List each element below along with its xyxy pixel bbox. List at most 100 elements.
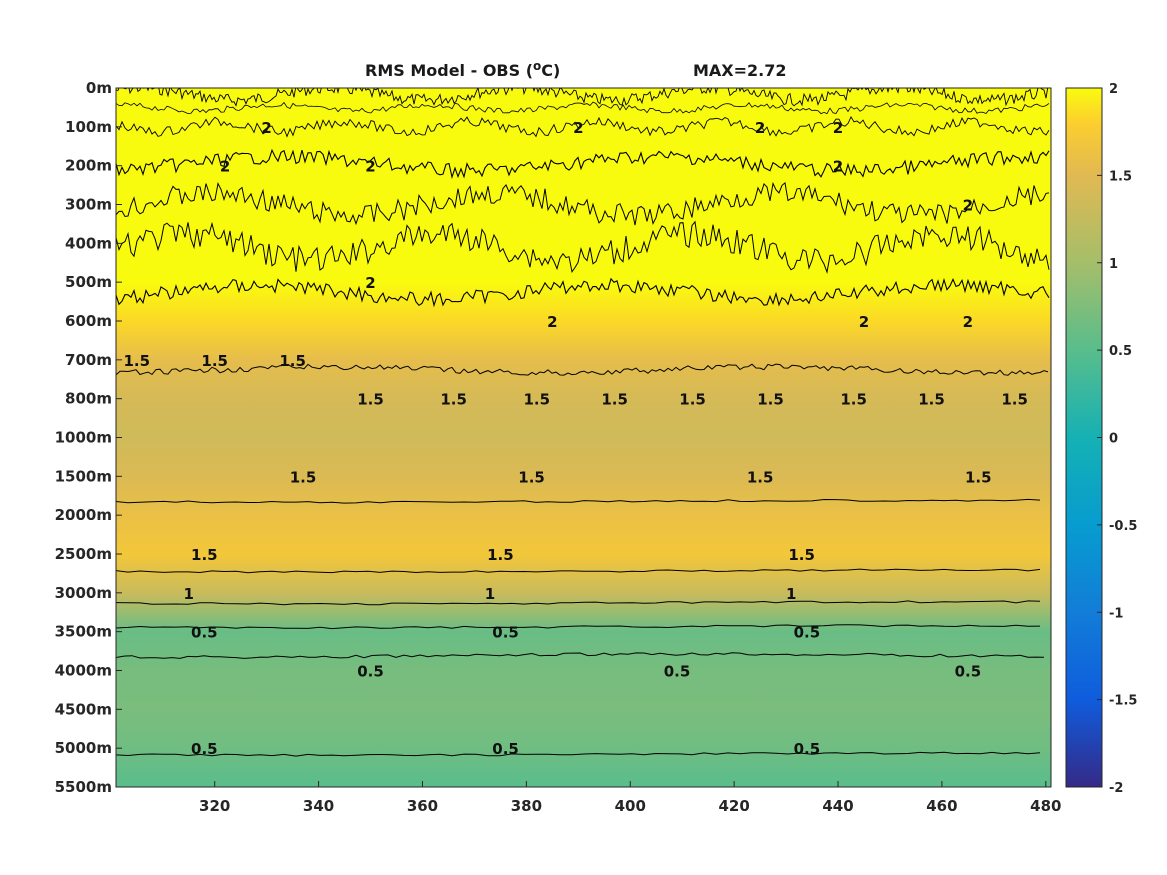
- y-tick-label: 5500m: [55, 778, 112, 796]
- colorbar-tick-label: 1.5: [1109, 169, 1132, 184]
- contour-label: 0.5: [492, 740, 519, 758]
- contour-label: 2: [833, 158, 843, 176]
- colorbar-tick-label: -1.5: [1109, 694, 1137, 709]
- x-tick-label: 360: [407, 797, 438, 815]
- colorbar-tick-label: -2: [1109, 781, 1123, 796]
- contour-line: [116, 363, 1049, 376]
- contour-label: 0.5: [955, 663, 982, 681]
- contour-line: [116, 148, 1050, 180]
- colorbar-tick-label: -0.5: [1109, 519, 1137, 534]
- contour-label: 1.5: [523, 391, 550, 409]
- contour-line: [116, 600, 1041, 606]
- colorbar-tick-label: 0: [1109, 432, 1118, 447]
- contour-label: 1.5: [290, 468, 317, 486]
- y-tick-label: 5000m: [55, 739, 112, 757]
- x-tick-label: 380: [511, 797, 542, 815]
- contour-label-text: 1.5: [523, 391, 550, 409]
- contour-line: [116, 181, 1050, 226]
- contour-label: 1: [184, 585, 194, 603]
- contour-label: 2: [573, 119, 583, 137]
- y-tick-label: 3500m: [55, 623, 112, 641]
- contour-label: 1.5: [357, 391, 384, 409]
- x-tick-label: 440: [822, 797, 853, 815]
- contour-label: 1.5: [440, 391, 467, 409]
- colorbar-tick-label: 0.5: [1109, 344, 1132, 359]
- y-tick-label: 400m: [65, 234, 112, 252]
- contour-label-text: 2: [220, 158, 230, 176]
- x-tick-label: 460: [926, 797, 957, 815]
- y-tick-label: 500m: [65, 273, 112, 291]
- contour-lines: [116, 88, 1050, 757]
- contour-label: 0.5: [492, 624, 519, 642]
- contour-label: 0.5: [191, 740, 218, 758]
- contour-label: 2: [220, 158, 230, 176]
- y-tick-label: 2500m: [55, 545, 112, 563]
- contour-line: [116, 88, 1049, 107]
- contour-label-text: 2: [365, 274, 375, 292]
- contour-label-text: 2: [833, 119, 843, 137]
- y-tick-label: 600m: [65, 312, 112, 330]
- contour-label-text: 1.5: [918, 391, 945, 409]
- contour-line: [116, 277, 1050, 308]
- contour-label-text: 2: [261, 119, 271, 137]
- contour-label: 1.5: [788, 546, 815, 564]
- contour-label: 1.5: [757, 391, 784, 409]
- contour-label: 1.5: [279, 352, 306, 370]
- y-tick-label: 4000m: [55, 662, 112, 680]
- contour-label-text: 1.5: [201, 352, 228, 370]
- colorbar-tick-label: 1: [1109, 257, 1118, 272]
- colorbar: 2 1.5 1 0.5 0 -0.5 -1 -1.5 -2: [1065, 82, 1137, 796]
- contour-label: 1.5: [201, 352, 228, 370]
- y-tick-label: 100m: [65, 118, 112, 136]
- contour-label-text: 0.5: [492, 740, 519, 758]
- y-tick-label: 1500m: [55, 467, 112, 485]
- contour-label-text: 1.5: [788, 546, 815, 564]
- contour-label-text: 1.5: [279, 352, 306, 370]
- contour-label: 2: [859, 313, 869, 331]
- x-axis: 320 340 360 380 400 420 440 460 480: [199, 781, 1061, 815]
- contour-label-text: 0.5: [794, 624, 821, 642]
- contour-label-text: 2: [833, 158, 843, 176]
- colorbar-tick-label: 2: [1109, 82, 1118, 97]
- contour-label: 1.5: [747, 468, 774, 486]
- y-tick-label: 4500m: [55, 700, 112, 718]
- contour-label: 2: [547, 313, 557, 331]
- contour-label-text: 2: [755, 119, 765, 137]
- contour-label: 2: [365, 274, 375, 292]
- max-label: MAX=2.72: [693, 61, 787, 80]
- x-tick-label: 320: [199, 797, 230, 815]
- contour-label-text: 1.5: [601, 391, 628, 409]
- y-tick-label: 700m: [65, 351, 112, 369]
- x-tick-label: 340: [303, 797, 334, 815]
- contour-label-text: 1.5: [840, 391, 867, 409]
- contour-label-text: 1.5: [487, 546, 514, 564]
- contour-line: [116, 652, 1045, 659]
- contour-label: 2: [755, 119, 765, 137]
- contour-label-text: 1.5: [357, 391, 384, 409]
- contour-label-text: 1.5: [440, 391, 467, 409]
- contour-label: 2: [833, 119, 843, 137]
- contour-label-text: 0.5: [357, 663, 384, 681]
- contour-label-text: 1: [786, 585, 796, 603]
- colorbar-strip: [1065, 87, 1103, 788]
- y-tick-label: 3000m: [55, 584, 112, 602]
- contour-line: [116, 751, 1041, 757]
- y-tick-label: 1000m: [55, 429, 112, 447]
- contour-label-text: 1: [485, 585, 495, 603]
- contour-label-text: 0.5: [191, 624, 218, 642]
- contour-label-text: 2: [547, 313, 557, 331]
- contour-label: 1.5: [679, 391, 706, 409]
- contour-line: [116, 115, 1050, 138]
- contour-label: 0.5: [794, 624, 821, 642]
- contour-labels: 2 2 2 2 2 2 2 2 2 2 2 2 1.5 1.5 1.5 1.5 1.5 1.5 1.5 1.5 1.5 1…: [123, 119, 1028, 758]
- contour-label-text: 1.5: [1001, 391, 1028, 409]
- contour-label: 1.5: [840, 391, 867, 409]
- colorbar-ticks: 2 1.5 1 0.5 0 -0.5 -1 -1.5 -2: [1097, 82, 1137, 796]
- contour-label-text: 2: [365, 158, 375, 176]
- contour-label: 1.5: [518, 468, 545, 486]
- x-tick-label: 480: [1030, 797, 1061, 815]
- contour-label-text: 2: [963, 313, 973, 331]
- y-tick-label: 300m: [65, 196, 112, 214]
- contour-label: 0.5: [357, 663, 384, 681]
